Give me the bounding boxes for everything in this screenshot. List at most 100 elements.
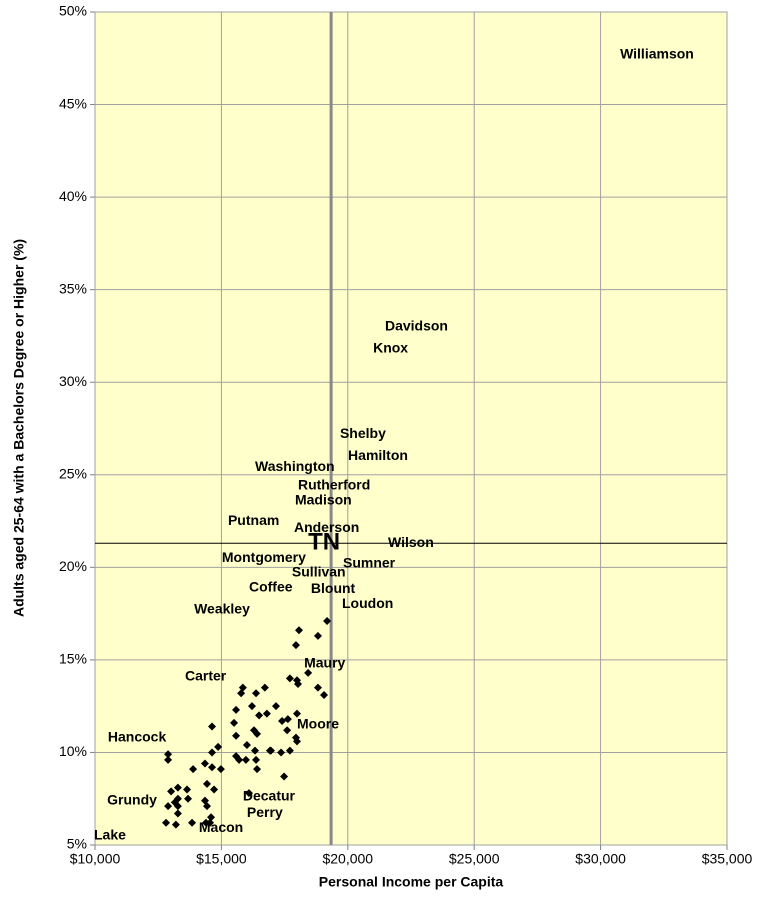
point: [277, 748, 286, 757]
point: [247, 702, 256, 711]
point-label: Anderson: [294, 519, 359, 535]
point: [242, 741, 251, 750]
point: [230, 718, 239, 727]
point: [285, 674, 294, 683]
point: [252, 689, 261, 698]
point: [272, 702, 281, 711]
point: [232, 705, 241, 714]
point-label: Montgomery: [222, 549, 306, 565]
point-label: Weakley: [194, 601, 250, 617]
point-label: TN: [308, 529, 340, 556]
point-label: Sullivan: [292, 564, 346, 580]
point: [244, 789, 253, 798]
point: [292, 737, 301, 746]
point: [164, 802, 173, 811]
point: [164, 750, 173, 759]
point: [293, 679, 302, 688]
point: [207, 813, 216, 822]
point: [216, 765, 225, 774]
point: [184, 794, 193, 803]
point: [292, 709, 301, 718]
point: [162, 818, 171, 827]
plot-area: [94, 11, 728, 846]
x-tick-label: $35,000: [702, 851, 753, 867]
point: [189, 765, 198, 774]
point: [202, 779, 211, 788]
point: [167, 787, 176, 796]
point: [206, 818, 215, 827]
point: [255, 711, 264, 720]
x-tick-label: $25,000: [449, 851, 500, 867]
y-tick-label: 5%: [67, 836, 87, 852]
y-tick-label: 45%: [59, 95, 87, 111]
y-tick-label: 30%: [59, 373, 87, 389]
point: [210, 785, 219, 794]
point: [200, 759, 209, 768]
point-label: Shelby: [340, 425, 386, 441]
x-tick-label: $10,000: [70, 851, 121, 867]
y-tick-label: 25%: [59, 465, 87, 481]
point: [313, 631, 322, 640]
point: [285, 746, 294, 755]
point: [214, 742, 223, 751]
point-label: Wilson: [388, 534, 434, 550]
point: [237, 689, 246, 698]
point: [173, 802, 182, 811]
point: [262, 709, 271, 718]
point-label: Decatur: [243, 788, 296, 804]
point: [253, 765, 262, 774]
point-label: Lake: [94, 826, 126, 842]
point: [232, 731, 241, 740]
y-axis-title: Adults aged 25-64 with a Bachelors Degre…: [11, 239, 27, 617]
point: [313, 683, 322, 692]
point-label: Williamson: [620, 45, 694, 61]
x-tick-label: $20,000: [322, 851, 373, 867]
point: [295, 626, 304, 635]
point-label: Madison: [295, 491, 352, 507]
y-tick-label: 50%: [59, 3, 87, 19]
y-tick-label: 20%: [59, 558, 87, 574]
point: [266, 746, 275, 755]
point-label: Macon: [199, 819, 243, 835]
point: [251, 746, 260, 755]
point: [188, 818, 197, 827]
point: [320, 691, 329, 700]
point-label: Knox: [373, 340, 408, 356]
point-label: Hancock: [108, 728, 167, 744]
point-label: Washington: [255, 458, 335, 474]
point-label: Davidson: [385, 317, 448, 333]
x-tick-label: $15,000: [196, 851, 247, 867]
point-label: Putnam: [228, 512, 279, 528]
point: [173, 783, 182, 792]
point: [280, 772, 289, 781]
point-label: Sumner: [343, 554, 396, 570]
x-tick-label: $30,000: [575, 851, 626, 867]
point-label: Carter: [185, 667, 227, 683]
point: [241, 755, 250, 764]
point-label: Loudon: [342, 595, 393, 611]
point: [250, 726, 259, 735]
point-label: Grundy: [107, 791, 157, 807]
x-axis-title: Personal Income per Capita: [319, 874, 504, 890]
point-label: Coffee: [249, 578, 293, 594]
point: [173, 809, 182, 818]
point: [171, 820, 180, 829]
point: [304, 668, 313, 677]
point-label: Rutherford: [298, 477, 370, 493]
point-label: Maury: [304, 654, 345, 670]
y-tick-label: 10%: [59, 743, 87, 759]
point-label: Perry: [247, 804, 283, 820]
point: [235, 755, 244, 764]
point: [208, 763, 217, 772]
y-tick-label: 40%: [59, 188, 87, 204]
point: [183, 785, 192, 794]
point: [260, 683, 269, 692]
point: [283, 726, 292, 735]
y-tick-label: 35%: [59, 280, 87, 296]
point-label: Blount: [311, 580, 356, 596]
point: [252, 755, 261, 764]
point: [202, 802, 211, 811]
point: [164, 755, 173, 764]
point: [208, 748, 217, 757]
